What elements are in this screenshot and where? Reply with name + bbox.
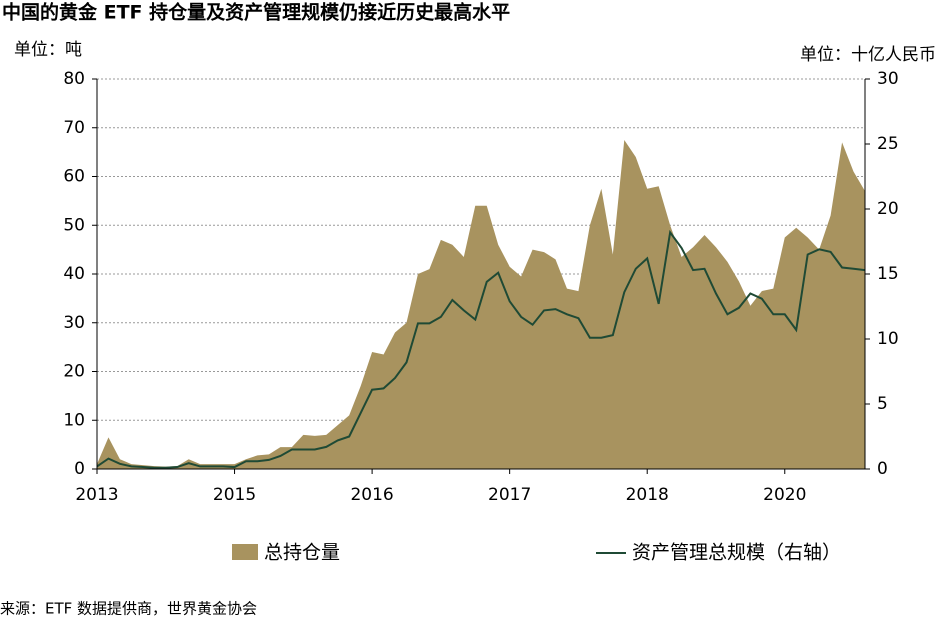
x-tick-label: 2017 <box>488 485 531 505</box>
y-unit: 单位：吨 <box>14 40 82 60</box>
y-tick-label: 70 <box>63 118 85 138</box>
y2-tick-label: 20 <box>877 199 899 219</box>
y2-unit: 单位：十亿人民币 <box>800 45 936 65</box>
y-tick-label: 50 <box>63 215 85 235</box>
legend-label: 资产管理总规模（右轴） <box>632 542 841 564</box>
area <box>97 139 865 469</box>
y-tick-label: 10 <box>63 410 85 430</box>
x-tick-label: 2016 <box>350 485 393 505</box>
legend-label: 总持仓量 <box>264 542 340 564</box>
x-tick-label: 2018 <box>626 485 669 505</box>
y-tick-label: 40 <box>63 264 85 284</box>
y-tick-label: 30 <box>63 313 85 333</box>
legend-swatch <box>232 544 258 560</box>
x-tick-label: 2015 <box>213 485 256 505</box>
y2-tick-label: 0 <box>877 459 888 479</box>
y-tick-label: 60 <box>63 167 85 187</box>
y2-tick-label: 15 <box>877 264 899 284</box>
x-tick-label: 2020 <box>763 485 806 505</box>
y2-tick-label: 25 <box>877 134 899 154</box>
x-tick-label: 2013 <box>75 485 118 505</box>
y2-tick-label: 5 <box>877 394 888 414</box>
y-tick-label: 20 <box>63 362 85 382</box>
y2-tick-label: 30 <box>877 69 899 89</box>
y2-tick-label: 10 <box>877 329 899 349</box>
y-tick-label: 80 <box>63 69 85 89</box>
y-tick-label: 0 <box>74 459 85 479</box>
source: 来源：ETF 数据提供商，世界黄金协会 <box>0 600 257 618</box>
line <box>96 229 866 469</box>
chart-title: 中国的黄金 ETF 持仓量及资产管理规模仍接近历史最高水平 <box>2 1 510 24</box>
